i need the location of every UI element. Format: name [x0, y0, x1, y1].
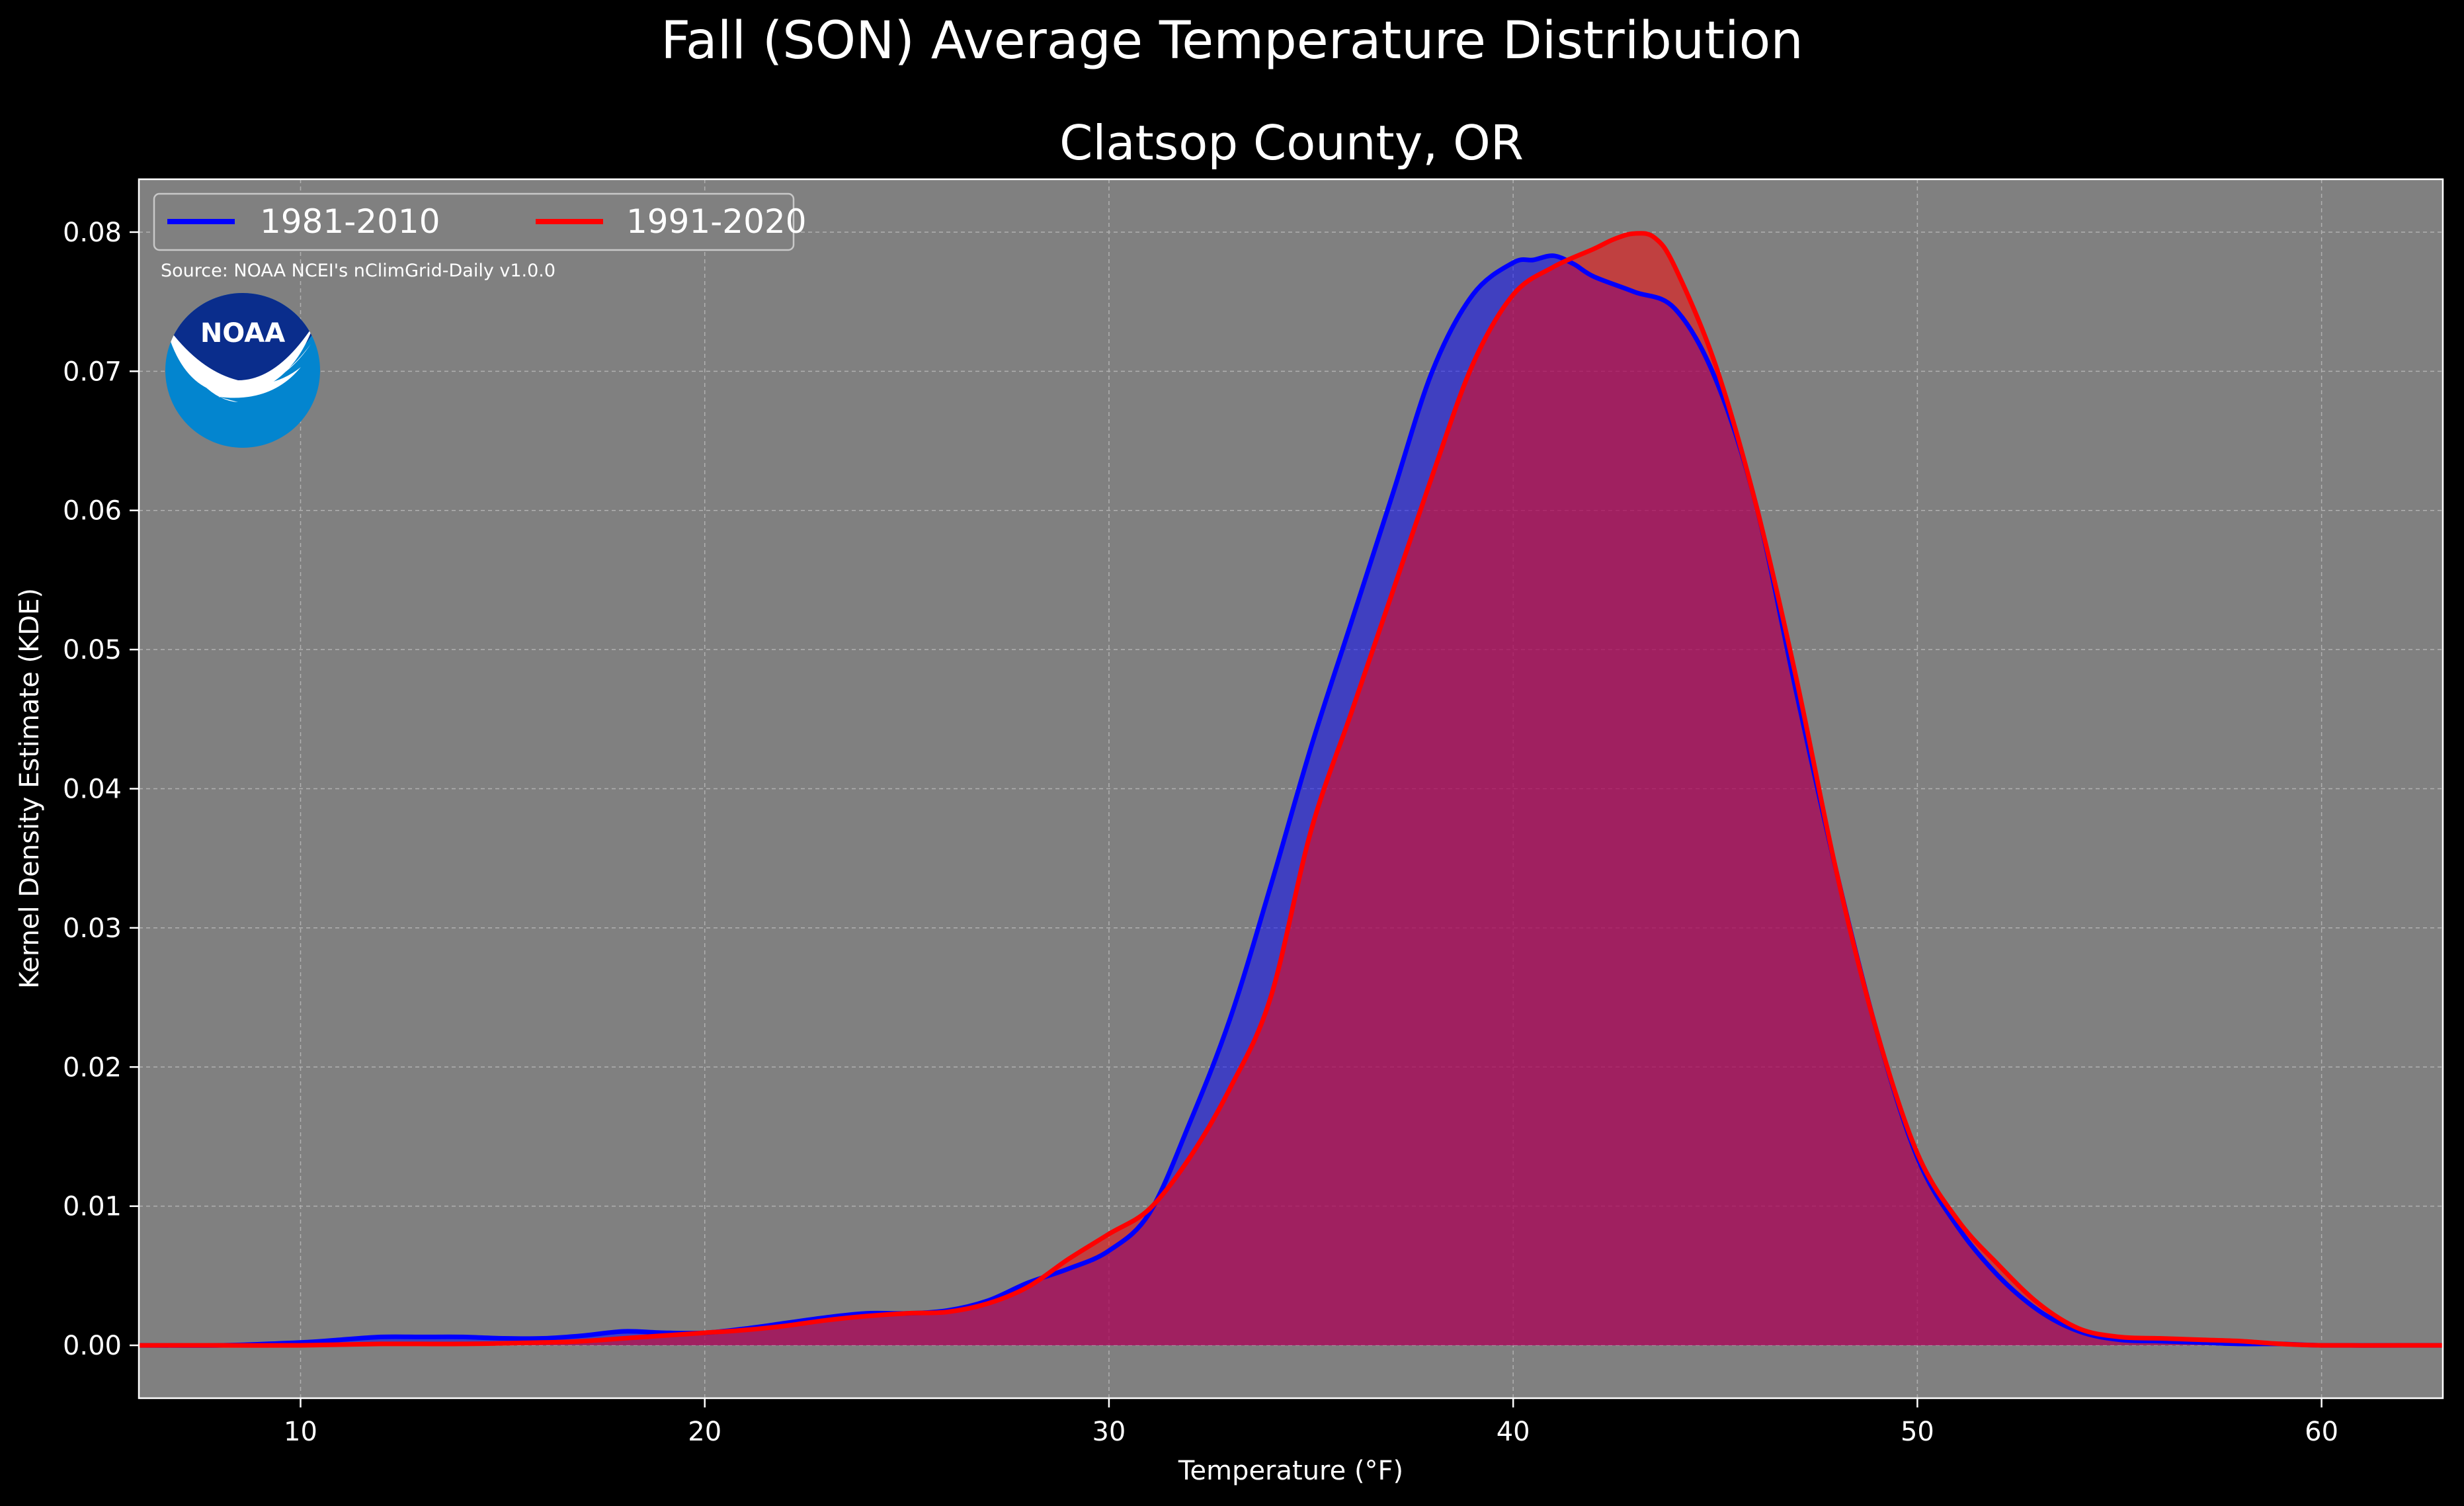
source-note: Source: NOAA NCEI's nClimGrid-Daily v1.0…: [161, 261, 555, 281]
density-fills: [139, 233, 2443, 1346]
density-fill-1991-2020: [139, 233, 2443, 1346]
y-tick-label: 0.01: [63, 1192, 122, 1222]
density-line-1991-2020: [138, 231, 2443, 1348]
legend: 1981-2010 1991-2020: [153, 192, 807, 251]
noaa-logo-text: NOAA: [200, 318, 285, 349]
chart-title: Fall (SON) Average Temperature Distribut…: [661, 11, 1803, 71]
x-tick-label: 10: [284, 1417, 317, 1447]
y-tick-label: 0.07: [63, 356, 122, 387]
y-tick-label: 0.00: [63, 1331, 122, 1361]
y-tick-label: 0.05: [63, 635, 122, 665]
y-tick-label: 0.04: [63, 774, 122, 805]
x-axis: 10 20 30 40 50 60: [284, 1398, 2338, 1447]
x-axis-label: Temperature (°F): [1178, 1456, 1403, 1486]
noaa-logo-icon: NOAA: [165, 293, 320, 448]
y-tick-label: 0.08: [63, 218, 122, 248]
density-line-1981-2010: [138, 253, 2443, 1348]
y-tick-label: 0.06: [63, 496, 122, 526]
x-tick-label: 30: [1092, 1417, 1126, 1447]
y-axis: 0.00 0.01 0.02 0.03 0.04 0.05 0.06 0.07 0.08: [63, 218, 139, 1361]
legend-label-1981-2010: 1981-2010: [260, 202, 440, 241]
legend-box: [153, 192, 795, 251]
y-tick-label: 0.03: [63, 913, 122, 944]
x-tick-label: 40: [1497, 1417, 1530, 1447]
chart-subtitle: Clatsop County, OR: [1059, 115, 1524, 171]
legend-label-1991-2020: 1991-2020: [626, 202, 807, 241]
x-tick-label: 50: [1901, 1417, 1934, 1447]
x-tick-label: 60: [2305, 1417, 2338, 1447]
y-tick-label: 0.02: [63, 1052, 122, 1083]
y-axis-label: Kernel Density Estimate (KDE): [15, 588, 45, 989]
density-lines: [138, 231, 2443, 1348]
x-tick-label: 20: [688, 1417, 721, 1447]
